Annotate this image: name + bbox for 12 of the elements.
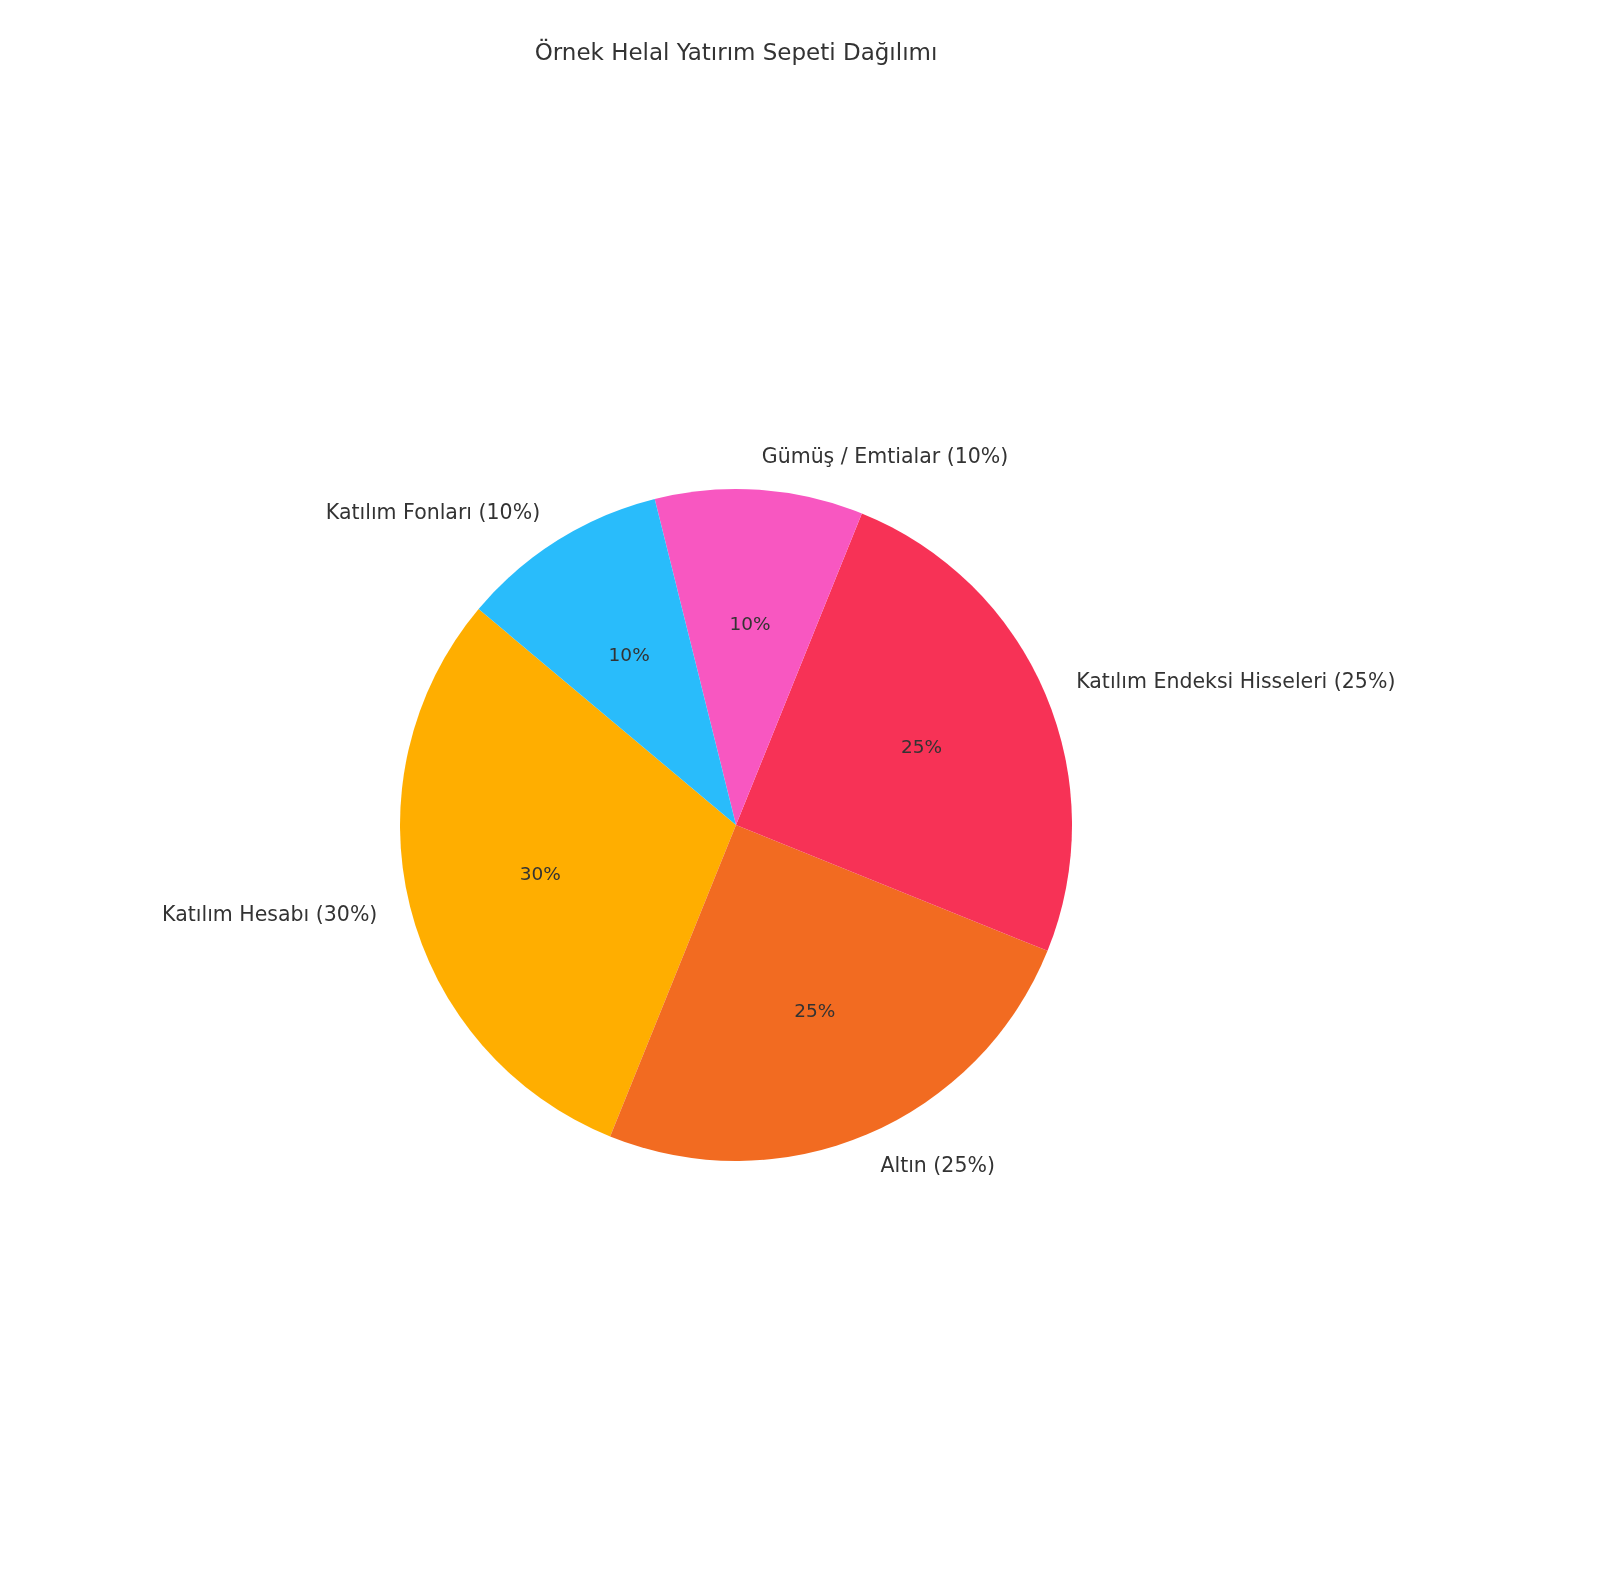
- chart-title: Örnek Helal Yatırım Sepeti Dağılımı: [534, 38, 938, 65]
- slice-label: Katılım Endeksi Hisseleri (25%): [1076, 668, 1396, 693]
- slice-label: Altın (25%): [880, 1153, 995, 1178]
- slice-label: Gümüş / Emtialar (10%): [761, 444, 1009, 469]
- slice-label: Katılım Fonları (10%): [325, 499, 541, 524]
- pie-slice: [654, 489, 862, 825]
- data-label: 30%: [519, 863, 561, 885]
- data-label: 10%: [729, 613, 771, 635]
- data-label: 10%: [608, 643, 650, 665]
- data-label: 25%: [794, 1000, 836, 1022]
- slice-label: Katılım Hesabı (30%): [162, 902, 378, 927]
- data-label: 25%: [901, 735, 943, 757]
